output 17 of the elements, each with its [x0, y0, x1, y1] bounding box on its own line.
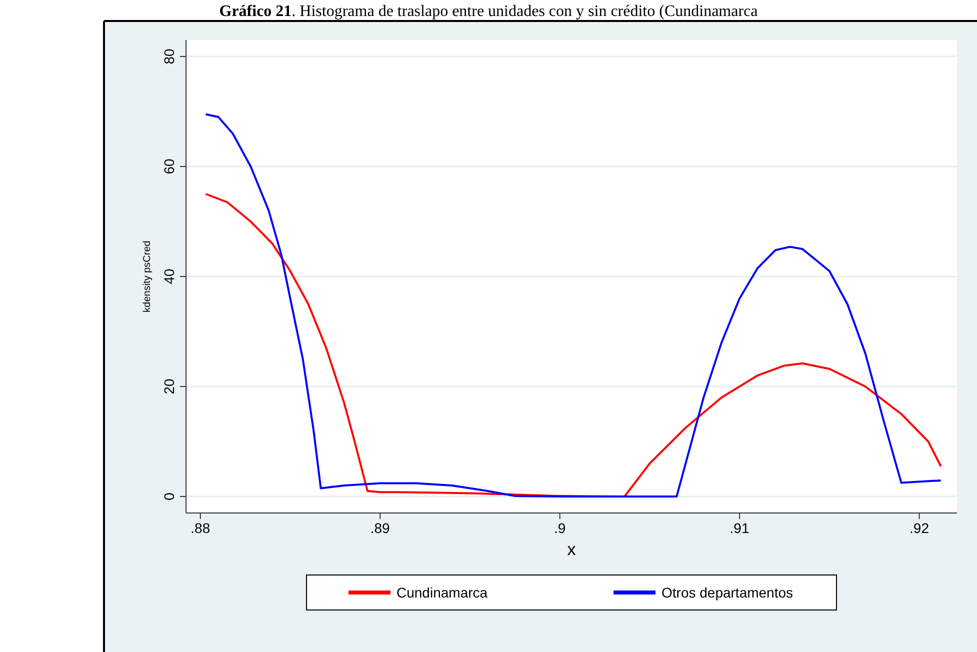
chart-title: Gráfico 21. Histograma de traslapo entre unidades con y sin crédito (Cundinamarca: [219, 3, 758, 20]
y-tick-label: 60: [161, 158, 177, 174]
x-tick-label: .88: [190, 520, 210, 536]
line-series: [204, 193, 942, 498]
y-axis-title: kdensity psCred: [142, 240, 153, 312]
y-tick-label: 20: [161, 378, 177, 394]
x-tick-label: .9: [554, 520, 566, 536]
y-tick-label: 80: [161, 48, 177, 64]
y-tick-label: 40: [161, 268, 177, 284]
y-tick-label: 0: [161, 492, 177, 500]
legend-label: Otros departamentos: [662, 584, 794, 600]
x-tick-label: .89: [370, 520, 390, 536]
x-tick-label: .91: [730, 520, 750, 536]
legend-label: Cundinamarca: [396, 584, 488, 600]
line-series: [204, 113, 942, 498]
x-axis-title: x: [567, 540, 576, 559]
x-tick-label: .92: [910, 520, 930, 536]
